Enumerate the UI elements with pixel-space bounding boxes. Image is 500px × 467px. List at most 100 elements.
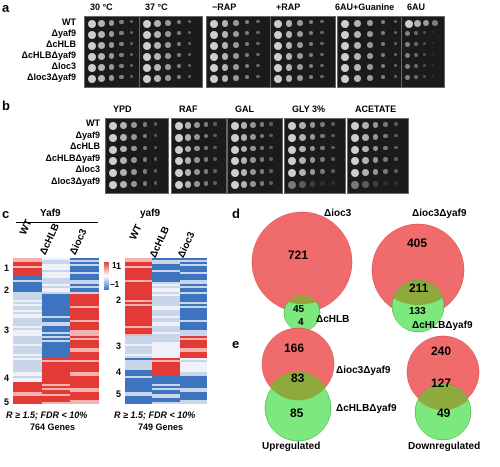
heatmap-cell <box>70 300 99 302</box>
colorbar-min: −1 <box>110 280 120 289</box>
colony-spot <box>109 181 117 189</box>
heatmap-cell <box>152 370 180 372</box>
heatmap-cell <box>13 308 42 310</box>
panel-a-plate-3 <box>206 16 272 88</box>
colony-spot <box>259 169 265 174</box>
colony-spot <box>274 53 282 61</box>
heatmap-cell <box>125 312 153 314</box>
heatmap-cell <box>125 282 153 284</box>
venn-d-right-overlap <box>393 280 443 306</box>
heatmap-cell <box>179 338 207 340</box>
heatmap-cell <box>41 304 71 306</box>
colony-spot <box>129 20 133 24</box>
colony-spot <box>184 145 192 153</box>
heatmap-cell <box>125 274 153 276</box>
colony-spot <box>372 181 379 187</box>
heatmap-cell <box>13 360 42 362</box>
colony-spot <box>298 122 306 129</box>
heatmap-cell <box>179 376 207 378</box>
heatmap-cell <box>41 300 71 302</box>
heatmap-cell <box>179 300 207 302</box>
colony-spot <box>341 20 349 28</box>
colony-spot <box>394 122 398 126</box>
colony-spot <box>142 157 148 163</box>
heatmap-cell <box>41 316 71 318</box>
colony-spot <box>176 31 181 36</box>
heatmap-cell <box>179 370 207 372</box>
colony-spot <box>309 181 316 187</box>
colony-spot <box>240 145 248 153</box>
colony-spot <box>109 133 117 142</box>
heatmap-cell <box>70 310 99 312</box>
panel-b-condition-1: YPD <box>113 104 132 114</box>
heatmap-cell <box>152 396 180 398</box>
heatmap-cell <box>152 312 180 314</box>
colony-spot <box>414 53 418 57</box>
heatmap-cell <box>179 346 207 348</box>
colony-spot <box>203 122 209 127</box>
panel-b-condition-5: ACETATE <box>355 104 397 114</box>
colony-spot <box>210 53 218 61</box>
panel-b-condition-3: GAL <box>235 104 254 114</box>
colony-spot <box>184 169 192 177</box>
colony-spot <box>341 31 349 39</box>
heatmap-cell <box>70 374 99 376</box>
colony-spot <box>120 157 128 165</box>
heatmap-cell <box>179 342 207 344</box>
heatmap-cell <box>179 366 207 368</box>
venn-d-left-overlap <box>287 294 317 305</box>
heatmap-cell <box>13 302 42 304</box>
colony-spot <box>361 181 369 188</box>
heatmap-cell <box>13 316 42 318</box>
heatmap-cell <box>70 274 99 276</box>
heatmap-cell <box>152 266 180 268</box>
heatmap-cell <box>179 308 207 310</box>
heatmap-cell <box>179 390 207 392</box>
heatmap-cell <box>13 294 42 296</box>
heatmap-cell <box>41 260 71 262</box>
colony-spot <box>298 169 306 177</box>
heatmap-cell <box>13 336 42 338</box>
heatmap-cell <box>152 338 180 340</box>
heatmap-cell <box>152 342 180 344</box>
heatmap-cell <box>70 360 99 362</box>
heatmap-cell <box>41 392 71 394</box>
heatmap-cell <box>125 268 153 270</box>
heatmap-cell <box>125 320 153 322</box>
panel-a-strain-1: WT <box>62 17 76 27</box>
colony-spot <box>285 64 293 71</box>
colony-spot <box>165 42 171 48</box>
heatmap-cell <box>70 268 99 270</box>
colony-spot <box>351 169 359 178</box>
colony-spot <box>176 64 181 69</box>
colony-spot <box>297 64 303 70</box>
colony-spot <box>394 133 398 138</box>
heatmap-cell <box>152 398 180 400</box>
colony-spot <box>380 31 385 36</box>
heatmap-cell <box>41 264 71 266</box>
heatmap-cell <box>13 296 42 298</box>
colony-spot <box>154 31 161 38</box>
colony-spot <box>259 133 265 139</box>
colony-spot <box>176 75 181 80</box>
heatmap-cell <box>125 264 153 266</box>
heatmap-cell <box>13 368 42 370</box>
colony-spot <box>256 20 260 24</box>
colony-spot <box>154 64 161 71</box>
heatmap-cell <box>13 258 42 260</box>
heatmap-cell <box>125 342 153 344</box>
heatmap-cell <box>70 344 99 346</box>
heatmap-cell <box>125 396 153 398</box>
colony-spot <box>231 181 239 189</box>
heatmap-cell <box>13 284 42 286</box>
heatmap-cell <box>125 356 153 358</box>
heatmap-right-cluster-4: 4 <box>116 367 122 377</box>
heatmap-cell <box>41 332 71 334</box>
heatmap-cell <box>152 334 180 336</box>
heatmap-cell <box>125 318 153 320</box>
heatmap-cell <box>152 262 180 264</box>
heatmap-cell <box>13 356 42 358</box>
heatmap-cell <box>179 272 207 274</box>
colony-spot <box>274 75 282 83</box>
